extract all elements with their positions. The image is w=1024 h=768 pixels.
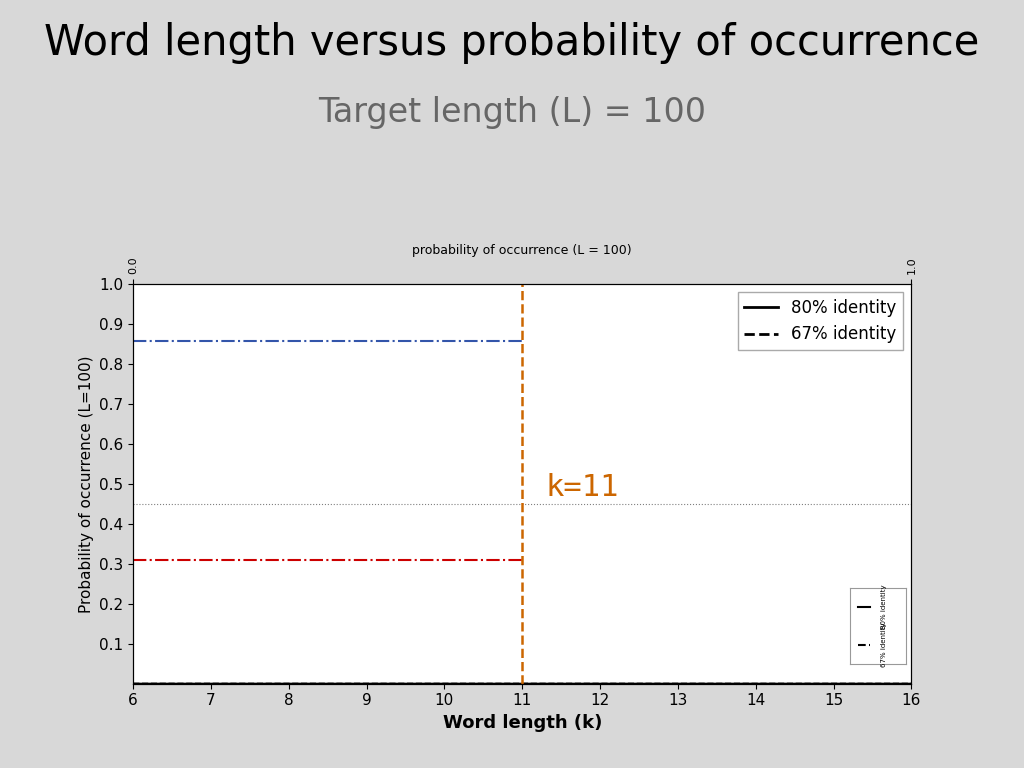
80% identity	[883, 679, 895, 688]
X-axis label: probability of occurrence (L = 100): probability of occurrence (L = 100)	[413, 244, 632, 257]
Text: Target length (L) = 100: Target length (L) = 100	[318, 96, 706, 129]
Text: 80% identity: 80% identity	[881, 584, 887, 629]
Text: Word length versus probability of occurrence: Word length versus probability of occurr…	[44, 22, 980, 64]
80% identity	[484, 679, 497, 688]
80% identity	[167, 679, 179, 688]
Legend: 80% identity, 67% identity: 80% identity, 67% identity	[737, 293, 903, 350]
67% identity	[739, 679, 752, 688]
67% identity	[484, 679, 497, 688]
67% identity	[506, 679, 518, 688]
67% identity	[127, 679, 139, 688]
67% identity	[883, 679, 895, 688]
80% identity	[905, 679, 918, 688]
Text: 67% identity: 67% identity	[881, 623, 887, 667]
Text: k=11: k=11	[546, 473, 620, 502]
Y-axis label: Probability of occurrence (L=100): Probability of occurrence (L=100)	[79, 355, 93, 613]
80% identity	[127, 679, 139, 688]
67% identity	[167, 679, 179, 688]
80% identity	[506, 679, 518, 688]
80% identity	[739, 679, 752, 688]
67% identity	[905, 679, 918, 688]
67% identity	[882, 679, 894, 688]
X-axis label: Word length (k): Word length (k)	[442, 713, 602, 732]
80% identity	[882, 679, 894, 688]
